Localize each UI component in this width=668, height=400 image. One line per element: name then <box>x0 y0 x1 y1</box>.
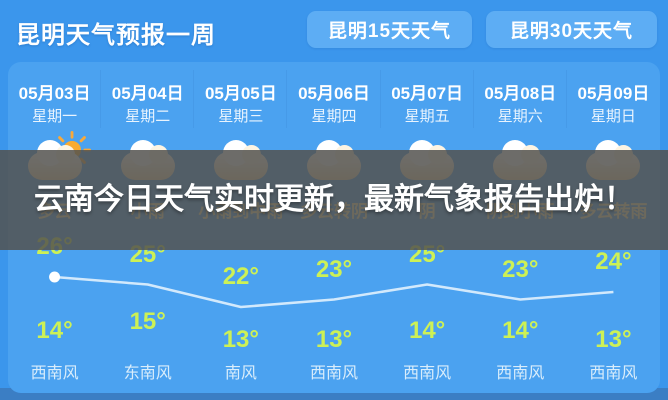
banner-text: 云南今日天气实时更新，最新气象报告出炉！ <box>34 183 634 216</box>
low-temp-label: 14° <box>36 317 73 344</box>
low-temp-label: 13° <box>315 326 353 353</box>
low-temp-label: 13° <box>222 326 259 353</box>
date-label: 05月06日 <box>298 84 370 103</box>
high-temp-label: 23° <box>502 255 539 283</box>
wind-label: 南风 <box>224 365 257 382</box>
date-label: 05月05日 <box>204 84 277 103</box>
weekday-label: 星期日 <box>590 108 636 125</box>
date-label: 05月07日 <box>391 84 464 103</box>
kunming-15day-button[interactable]: 昆明15天天气 <box>307 11 472 48</box>
kunming-30day-button[interactable]: 昆明30天天气 <box>486 11 657 48</box>
wind-label: 西南风 <box>403 365 452 382</box>
wind-label: 西南风 <box>496 365 545 382</box>
header: 昆明天气预报一周 昆明15天天气 昆明30天天气 <box>0 0 668 62</box>
high-temp-label: 23° <box>315 255 353 283</box>
date-label: 05月03日 <box>18 84 91 103</box>
date-label: 05月08日 <box>484 84 557 103</box>
weekday-label: 星期五 <box>404 108 450 125</box>
high-temp-label: 24° <box>595 248 632 275</box>
weekday-label: 星期六 <box>497 108 543 125</box>
weekday-label: 星期一 <box>32 108 78 125</box>
wind-label: 西南风 <box>309 365 358 382</box>
page-title: 昆明天气预报一周 <box>16 22 216 49</box>
date-label: 05月04日 <box>111 84 184 103</box>
low-temp-label: 14° <box>502 317 539 344</box>
low-temp-label: 13° <box>595 326 632 353</box>
weekday-label: 星期二 <box>125 108 171 125</box>
low-temp-label: 14° <box>408 317 446 344</box>
wind-label: 东南风 <box>123 365 172 382</box>
date-label: 05月09日 <box>577 84 650 103</box>
weekday-label: 星期四 <box>311 108 357 125</box>
banner-overlay: 云南今日天气实时更新，最新气象报告出炉！ <box>0 150 668 250</box>
wind-label: 西南风 <box>589 365 638 382</box>
low-temp-label: 15° <box>129 308 166 335</box>
weekday-label: 星期三 <box>218 108 264 125</box>
wind-label: 西南风 <box>30 365 79 382</box>
high-temp-label: 22° <box>222 263 259 290</box>
